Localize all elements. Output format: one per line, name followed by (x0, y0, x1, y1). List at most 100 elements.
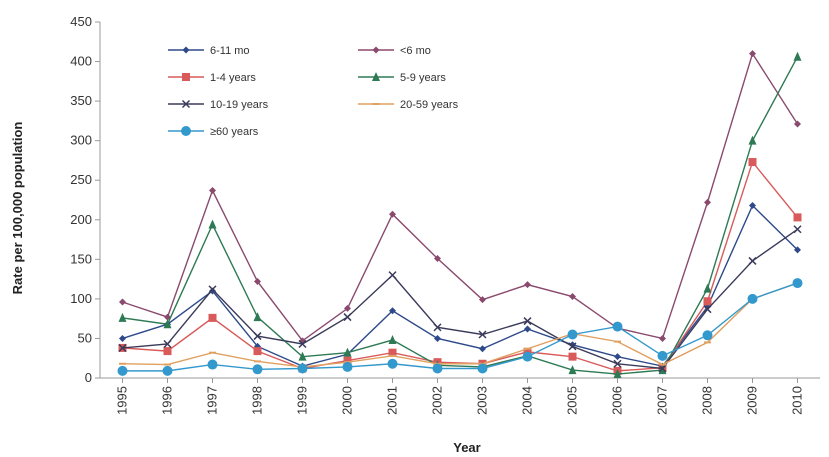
y-axis-title: Rate per 100,000 population (10, 122, 25, 295)
data-point (162, 365, 173, 376)
data-point (432, 363, 443, 374)
data-point (387, 358, 398, 369)
data-point (344, 304, 351, 312)
x-tick-label: 1997 (205, 386, 220, 415)
data-point (343, 347, 352, 357)
series-line (122, 51, 799, 342)
y-axis-title-group: Rate per 100,000 population (10, 122, 25, 295)
data-point (117, 365, 128, 376)
data-point (163, 339, 172, 349)
data-point (119, 298, 126, 306)
data-point (792, 278, 803, 289)
y-tick-label: 100 (70, 291, 92, 306)
data-point (749, 202, 756, 210)
data-point (522, 351, 533, 362)
data-point (252, 364, 263, 375)
x-axis-title: Year (453, 440, 480, 455)
data-point (298, 339, 307, 349)
data-point (793, 225, 802, 234)
data-point (748, 135, 757, 145)
series-line (122, 282, 798, 368)
data-point (479, 296, 486, 304)
y-tick-label: 250 (70, 172, 92, 187)
data-point (254, 277, 261, 285)
data-point (181, 126, 191, 136)
data-point (372, 72, 380, 81)
data-point (163, 319, 172, 329)
legend-item: 6-11 mo (168, 45, 250, 57)
legend-label: 20-59 years (400, 99, 459, 111)
x-tick-label: 2000 (340, 386, 355, 415)
data-point (567, 329, 578, 340)
data-point (209, 187, 216, 195)
x-tick-label: 2005 (565, 386, 580, 415)
x-tick-label: 2001 (385, 386, 400, 415)
x-tick-label: 2002 (430, 386, 445, 415)
data-point (523, 317, 532, 326)
y-tick-label: 200 (70, 212, 92, 227)
data-point (703, 305, 712, 314)
legend-item: 1-4 years (168, 72, 256, 84)
data-point (118, 312, 127, 322)
data-point (388, 335, 397, 345)
series-5 (119, 282, 801, 368)
data-point (434, 255, 441, 263)
legend-label: 6-11 mo (210, 45, 250, 57)
data-point (253, 312, 262, 322)
data-point (748, 158, 757, 167)
data-point (793, 51, 802, 61)
data-point (389, 307, 396, 315)
series-4 (118, 225, 802, 373)
data-point (343, 313, 352, 322)
y-tick-label: 400 (70, 54, 92, 69)
y-tick-label: 150 (70, 251, 92, 266)
legend-item: ≥60 years (168, 126, 259, 138)
x-tick-label: 2009 (745, 386, 760, 415)
data-point (434, 334, 441, 342)
legend-label: <6 mo (400, 45, 431, 57)
data-point (658, 364, 667, 373)
y-tick-label: 50 (78, 330, 92, 345)
data-point (614, 353, 621, 361)
data-point (253, 347, 262, 356)
data-point (298, 351, 307, 361)
data-point (747, 293, 758, 304)
data-point (524, 325, 531, 333)
data-point (389, 210, 396, 218)
legend-label: ≥60 years (210, 126, 259, 138)
data-point (207, 359, 218, 370)
x-tick-label: 2008 (700, 386, 715, 415)
data-point (208, 219, 217, 229)
x-tick-label: 1999 (295, 386, 310, 415)
data-point (659, 334, 666, 342)
data-point (657, 350, 668, 361)
series-line (122, 160, 799, 372)
data-point (297, 363, 308, 374)
data-point (794, 246, 801, 254)
data-point (704, 198, 711, 206)
data-point (479, 345, 486, 353)
data-point (568, 365, 577, 375)
data-point (388, 348, 397, 357)
x-tick-label: 1998 (250, 386, 265, 415)
data-point (569, 293, 576, 301)
legend-label: 5-9 years (400, 72, 446, 84)
x-tick-label: 2004 (520, 386, 535, 415)
data-point (209, 287, 216, 295)
y-tick-label: 350 (70, 93, 92, 108)
x-tick-label: 1995 (115, 386, 130, 415)
data-point (524, 281, 531, 289)
series-line (122, 228, 798, 370)
series-line (122, 56, 799, 375)
x-tick-label: 2003 (475, 386, 490, 415)
legend-item: 5-9 years (358, 72, 446, 84)
series-6 (117, 278, 803, 376)
data-point (388, 271, 397, 280)
data-point (343, 356, 352, 365)
legend-item: 20-59 years (358, 99, 459, 111)
data-point (182, 46, 190, 54)
y-tick-label: 450 (70, 14, 92, 29)
data-point (253, 332, 262, 341)
data-point (749, 50, 756, 58)
